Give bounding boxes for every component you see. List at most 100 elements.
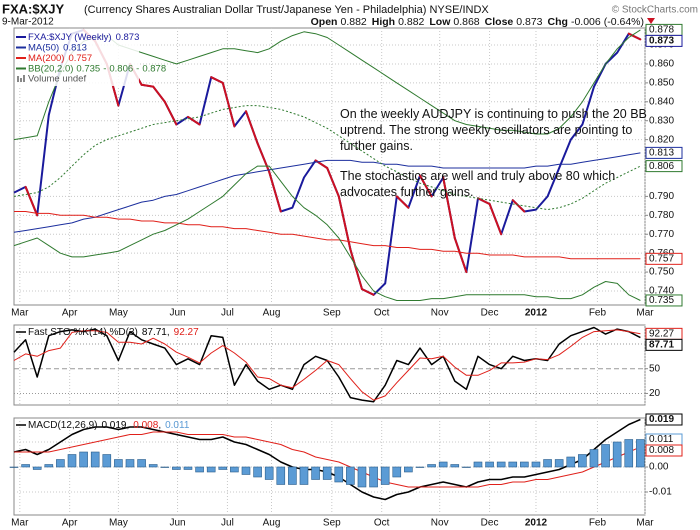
date: 9-Mar-2012 [2, 17, 54, 28]
down-segment [244, 110, 259, 145]
legend-entry: MACD(12,26,9) 0.019, 0.008, 0.011 [28, 420, 190, 431]
quote-label: Low [429, 16, 451, 28]
y-tick-label: 0.840 [649, 96, 674, 107]
x-tick-label: 2012 [525, 518, 548, 529]
legend-separator: , [158, 420, 161, 431]
histogram-bar [415, 466, 425, 468]
quote: Open 0.882 High 0.882 Low 0.868 Close 0.873 Chg -… [311, 16, 644, 28]
quote-label: Open [311, 16, 338, 28]
down-segment [511, 199, 526, 213]
down-segment [152, 85, 166, 103]
y-tick-label: 0.850 [649, 78, 674, 89]
histogram-bar [636, 439, 645, 468]
x-tick-label: Oct [374, 308, 390, 319]
y-tick-label: 20 [649, 388, 661, 399]
annotation: The stochastics are well and truly above… [340, 169, 616, 199]
down-segment [256, 142, 271, 173]
histogram-bar [496, 461, 506, 468]
legend-icon [17, 76, 19, 82]
legend-separator: - [136, 63, 139, 74]
y-tick-label: 0.750 [649, 267, 674, 278]
value-tag-label: 92.27 [649, 328, 674, 339]
value-tag-label: 0.873 [649, 36, 674, 47]
legend-value: 0.878 [142, 63, 166, 74]
legend-separator: - [103, 63, 106, 74]
y-tick-label: -0.01 [649, 487, 672, 498]
series-line [13, 165, 641, 301]
histogram-bar [137, 459, 146, 468]
histogram-bar [148, 464, 158, 468]
annotation: On the weekly AUDJPY is continuing to pu… [340, 107, 647, 153]
x-tick-label: Aug [263, 308, 281, 319]
value-tag [645, 252, 683, 265]
histogram-bar [195, 466, 204, 473]
copyright: © StockCharts.com [612, 5, 698, 16]
histogram-bar [531, 461, 541, 468]
legend-value: 0.757 [68, 53, 92, 64]
legend-separator: , [167, 327, 170, 338]
value-tag [645, 294, 683, 307]
histogram-bar [392, 466, 402, 478]
quote-value: 0.873 [516, 16, 542, 28]
legend-box [15, 29, 139, 86]
down-segment [418, 174, 433, 198]
histogram-bar [369, 466, 378, 488]
legend-separator: , [127, 420, 130, 431]
value-tag-label: 0.813 [649, 148, 674, 159]
value-tag-label: 0.735 [649, 295, 674, 306]
histogram-bar [264, 466, 274, 480]
histogram-bar [578, 454, 587, 468]
down-segment [627, 32, 642, 41]
histogram-bar [543, 459, 552, 468]
histogram-bar [9, 466, 19, 468]
x-tick-label: Mar [11, 518, 29, 529]
quote-label: Chg [548, 16, 568, 28]
x-tick-label: Sep [323, 518, 341, 529]
x-tick-label: 2012 [525, 308, 548, 319]
x-tick-label: Dec [481, 518, 499, 529]
down-segment [268, 170, 282, 213]
x-tick-label: Oct [374, 518, 390, 529]
quote-change-pct: (-0.64%) [604, 16, 644, 28]
quote-label: Close [485, 16, 514, 28]
histogram-bar [438, 461, 448, 468]
legend-entry: Fast STO %K(14) %D(3) 87.71, 92.27 [28, 327, 199, 338]
value-tag [645, 146, 683, 159]
y-tick-label: 0.790 [649, 191, 674, 202]
histogram-bar [253, 466, 262, 478]
y-tick-label: 0.860 [649, 59, 674, 70]
series-line [13, 152, 641, 233]
histogram-bar [357, 466, 367, 488]
histogram-bar [21, 464, 30, 468]
legend-name: MA(200) [28, 53, 64, 64]
legend-value: 0.735 [76, 63, 100, 74]
histogram-bar [334, 466, 344, 483]
down-segment [453, 237, 468, 274]
x-tick-label: Nov [431, 308, 449, 319]
value-tag-label: 0.806 [649, 161, 674, 172]
legend-name: MACD(12,26,9) [28, 420, 97, 431]
x-tick-label: Sep [323, 308, 341, 319]
legend-value: 0.806 [109, 63, 133, 74]
histogram-bar [56, 459, 65, 468]
x-tick-label: Mar [636, 308, 654, 319]
series-line [14, 211, 641, 260]
histogram-bar [218, 466, 228, 470]
series-line [13, 329, 641, 401]
down-segment [326, 167, 340, 198]
x-tick-label: Mar [636, 518, 654, 529]
y-tick-label: 0.740 [649, 286, 674, 297]
histogram-bar [404, 466, 413, 473]
histogram-bar [125, 459, 135, 468]
histogram-bar [473, 461, 483, 468]
histogram-bar [601, 444, 610, 468]
histogram-bar [114, 459, 123, 468]
x-tick-label: Aug [263, 518, 281, 529]
value-tag-label: 0.011 [649, 434, 674, 445]
y-tick-label: 0.00 [649, 462, 669, 473]
legend-entry: MA(200) 0.757 [28, 53, 92, 64]
histogram-bar [589, 449, 599, 468]
legend-value: 0.011 [165, 420, 190, 431]
